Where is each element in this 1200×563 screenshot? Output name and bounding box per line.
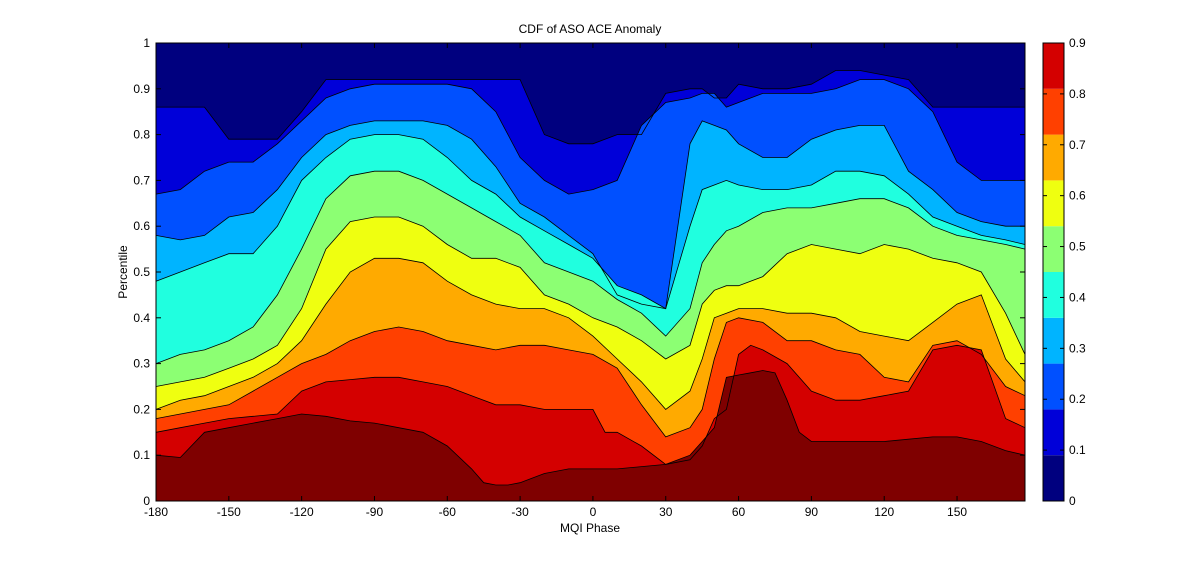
- contour-line-0.2: [155, 344, 1026, 465]
- colorbar-tick-label: 0.7: [1069, 138, 1086, 152]
- colorbar-tick-label: 0.1: [1069, 443, 1086, 457]
- colorbar-tick-label: 0.5: [1069, 240, 1086, 254]
- y-tick-label: 1: [143, 36, 150, 50]
- colorbar-segment: [1043, 317, 1064, 364]
- y-tick-label: 0: [143, 494, 150, 508]
- y-tick-label: 0.4: [133, 311, 150, 325]
- contour-line-0.8: [155, 120, 1025, 310]
- contour-line-0.5: [155, 216, 1026, 387]
- x-tick-label: -180: [144, 505, 168, 519]
- y-tick-label: 0.8: [133, 128, 150, 142]
- x-axis-label: MQI Phase: [560, 521, 620, 535]
- x-tick-label: 60: [732, 505, 746, 519]
- colorbar-segment: [1043, 88, 1064, 135]
- x-tick-label: -60: [439, 505, 457, 519]
- colorbar-tick-label: 0.9: [1069, 36, 1086, 50]
- contour-fill-layer: [156, 43, 1025, 502]
- contour-line-0.9: [155, 79, 1025, 195]
- colorbar-frame: [1042, 42, 1065, 502]
- contour-line-0.7: [155, 134, 1026, 310]
- x-tick-label: -150: [217, 505, 241, 519]
- colorbar-tick-label: 0.3: [1069, 341, 1086, 355]
- colorbar-segment: [1043, 226, 1064, 272]
- colorbar-tick-label: 0.6: [1069, 189, 1086, 203]
- contour-line-0.6: [155, 170, 1026, 364]
- x-tick-label: -120: [290, 505, 314, 519]
- colorbar-tick-label: 0: [1069, 494, 1076, 508]
- colorbar: 0 0.1 0.2 0.3 0.4 0.5 0.6 0.7 0.8 0.9: [1042, 36, 1086, 508]
- colorbar-segment: [1043, 43, 1064, 89]
- colorbar-segment: [1043, 409, 1064, 456]
- colorbar-tick-label: 0.2: [1069, 392, 1086, 406]
- x-tick-label: -90: [366, 505, 384, 519]
- y-tick-label: 0.5: [133, 265, 150, 279]
- x-tick-label: 150: [947, 505, 967, 519]
- colorbar-segment: [1043, 272, 1064, 318]
- x-tick-label: 0: [590, 505, 597, 519]
- x-axis: -180 -150 -120 -90 -60 -30 0 30 60 90 120 150: [144, 43, 967, 519]
- contour-line-0.1: [155, 370, 1026, 486]
- chart-title: CDF of ASO ACE Anomaly: [519, 22, 662, 36]
- y-tick-label: 0.3: [133, 357, 150, 371]
- y-axis-label: Percentile: [116, 245, 130, 299]
- contour-line-layer: [155, 70, 1026, 486]
- colorbar-segment: [1043, 363, 1064, 410]
- x-tick-label: 120: [874, 505, 894, 519]
- colorbar-segment: [1043, 455, 1064, 501]
- colorbar-tick-label: 0.4: [1069, 290, 1086, 304]
- y-tick-label: 0.2: [133, 402, 150, 416]
- colorbar-tick-label: 0.8: [1069, 87, 1086, 101]
- colorbar-segment: [1043, 180, 1064, 227]
- contour-line-1: [156, 70, 1025, 145]
- x-tick-label: 90: [805, 505, 819, 519]
- x-tick-label: 30: [659, 505, 673, 519]
- y-tick-label: 0.9: [133, 82, 150, 96]
- x-tick-label: -30: [511, 505, 529, 519]
- contour-line-0.3: [155, 317, 1026, 438]
- band-fill-0.1: [156, 370, 1025, 501]
- y-tick-label: 0.7: [133, 173, 150, 187]
- contour-line-0.4: [155, 257, 1026, 410]
- y-axis: 0 0.1 0.2 0.3 0.4 0.5 0.6 0.7 0.8 0.9 1: [133, 36, 1025, 508]
- colorbar-segment: [1043, 134, 1064, 181]
- y-tick-label: 0.6: [133, 219, 150, 233]
- y-tick-label: 0.1: [133, 448, 150, 462]
